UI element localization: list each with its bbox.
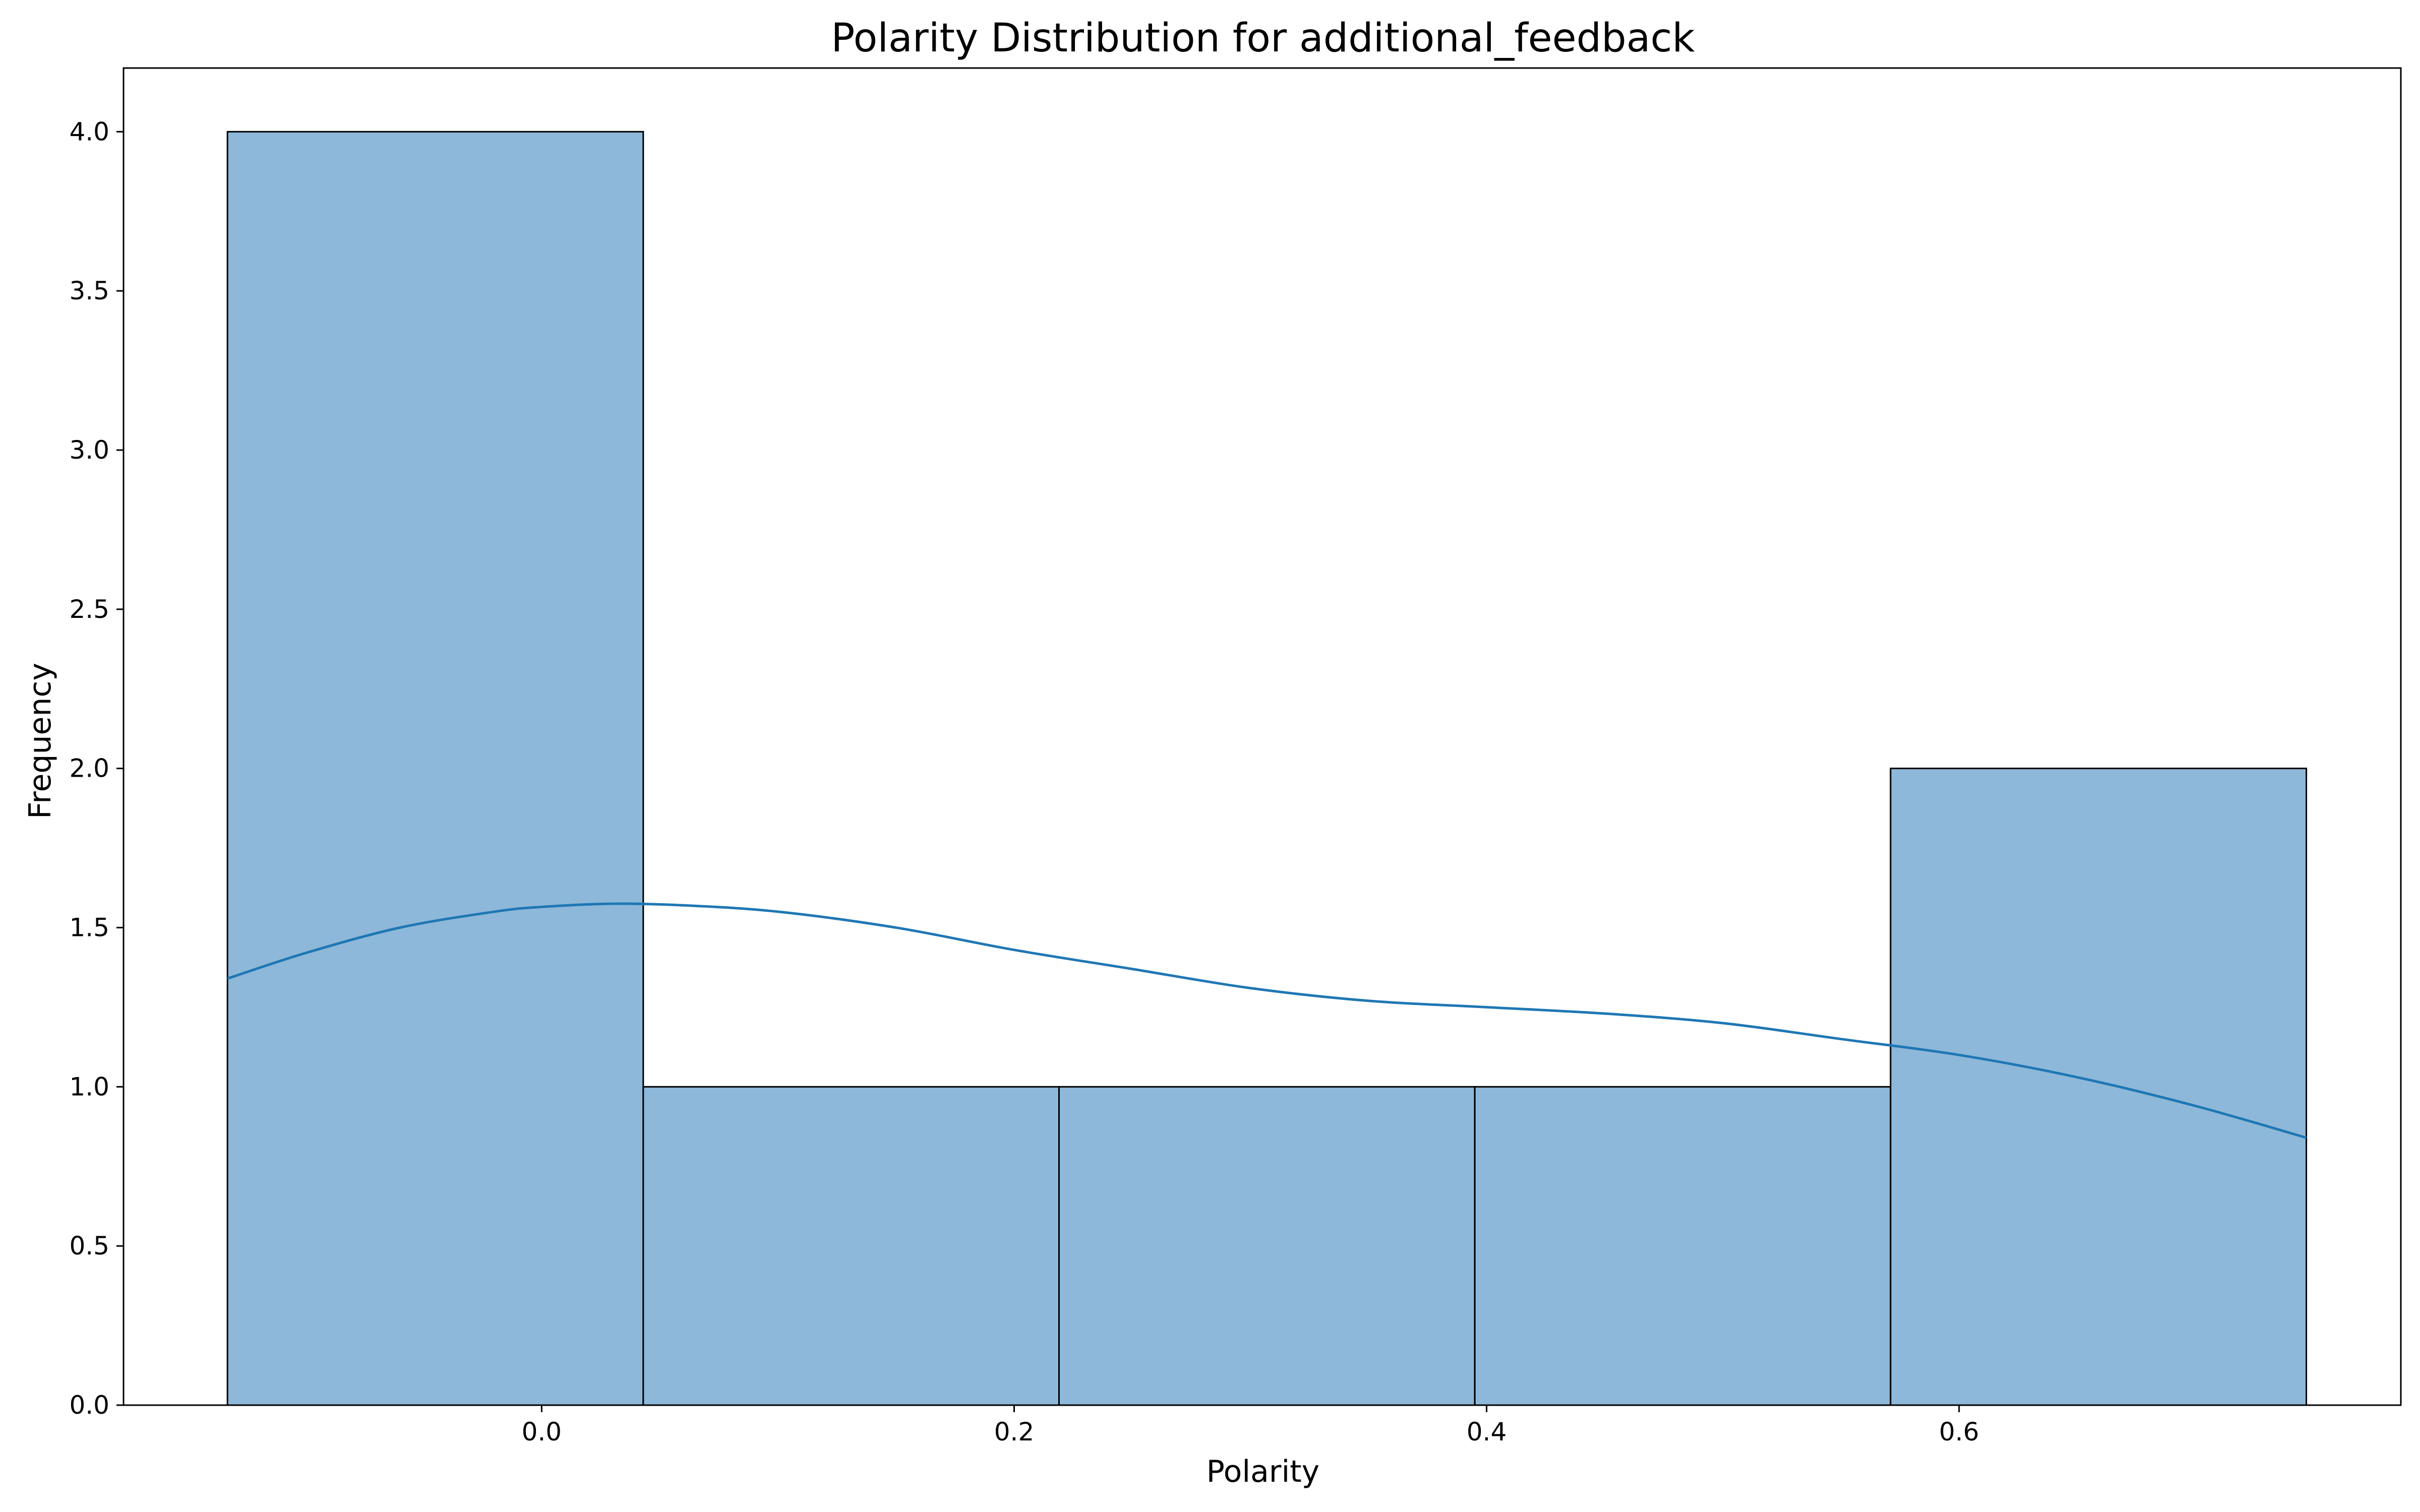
y-axis-ticks: 0.0 0.5 1.0 1.5 2.0 2.5 3.0 3.5 4.0 [69,117,124,1420]
x-tick-label: 0.4 [1467,1417,1507,1446]
histogram-bar-4 [1474,1086,1892,1406]
y-tick-label: 3.5 [69,276,109,305]
histogram-bar-1 [226,131,644,1406]
y-tick-label: 0.5 [69,1231,109,1261]
histogram-bar-2 [642,1086,1060,1406]
histogram-bar-3 [1058,1086,1476,1406]
y-tick-label: 0.0 [69,1391,109,1420]
y-tick-label: 2.0 [69,754,109,783]
chart-title: Polarity Distribution for additional_fee… [831,16,1695,61]
x-tick-label: 0.2 [994,1417,1035,1446]
y-tick-label: 2.5 [69,595,109,624]
x-tick-label: 0.0 [522,1417,562,1446]
kde-curve [227,902,2307,1139]
y-axis-label: Frequency [23,663,58,819]
plot-area-frame [123,67,2402,1406]
histogram-bars [226,131,2308,1406]
y-tick-label: 4.0 [69,117,109,146]
x-axis-label: Polarity [1206,1454,1320,1489]
histogram-bar-5 [1890,768,2308,1406]
x-tick-label: 0.6 [1939,1417,1979,1446]
y-tick-label: 3.0 [69,435,109,465]
x-axis-ticks: 0.0 0.2 0.4 0.6 [522,1405,1979,1446]
y-tick-label: 1.5 [69,913,109,942]
y-tick-label: 1.0 [69,1072,109,1101]
